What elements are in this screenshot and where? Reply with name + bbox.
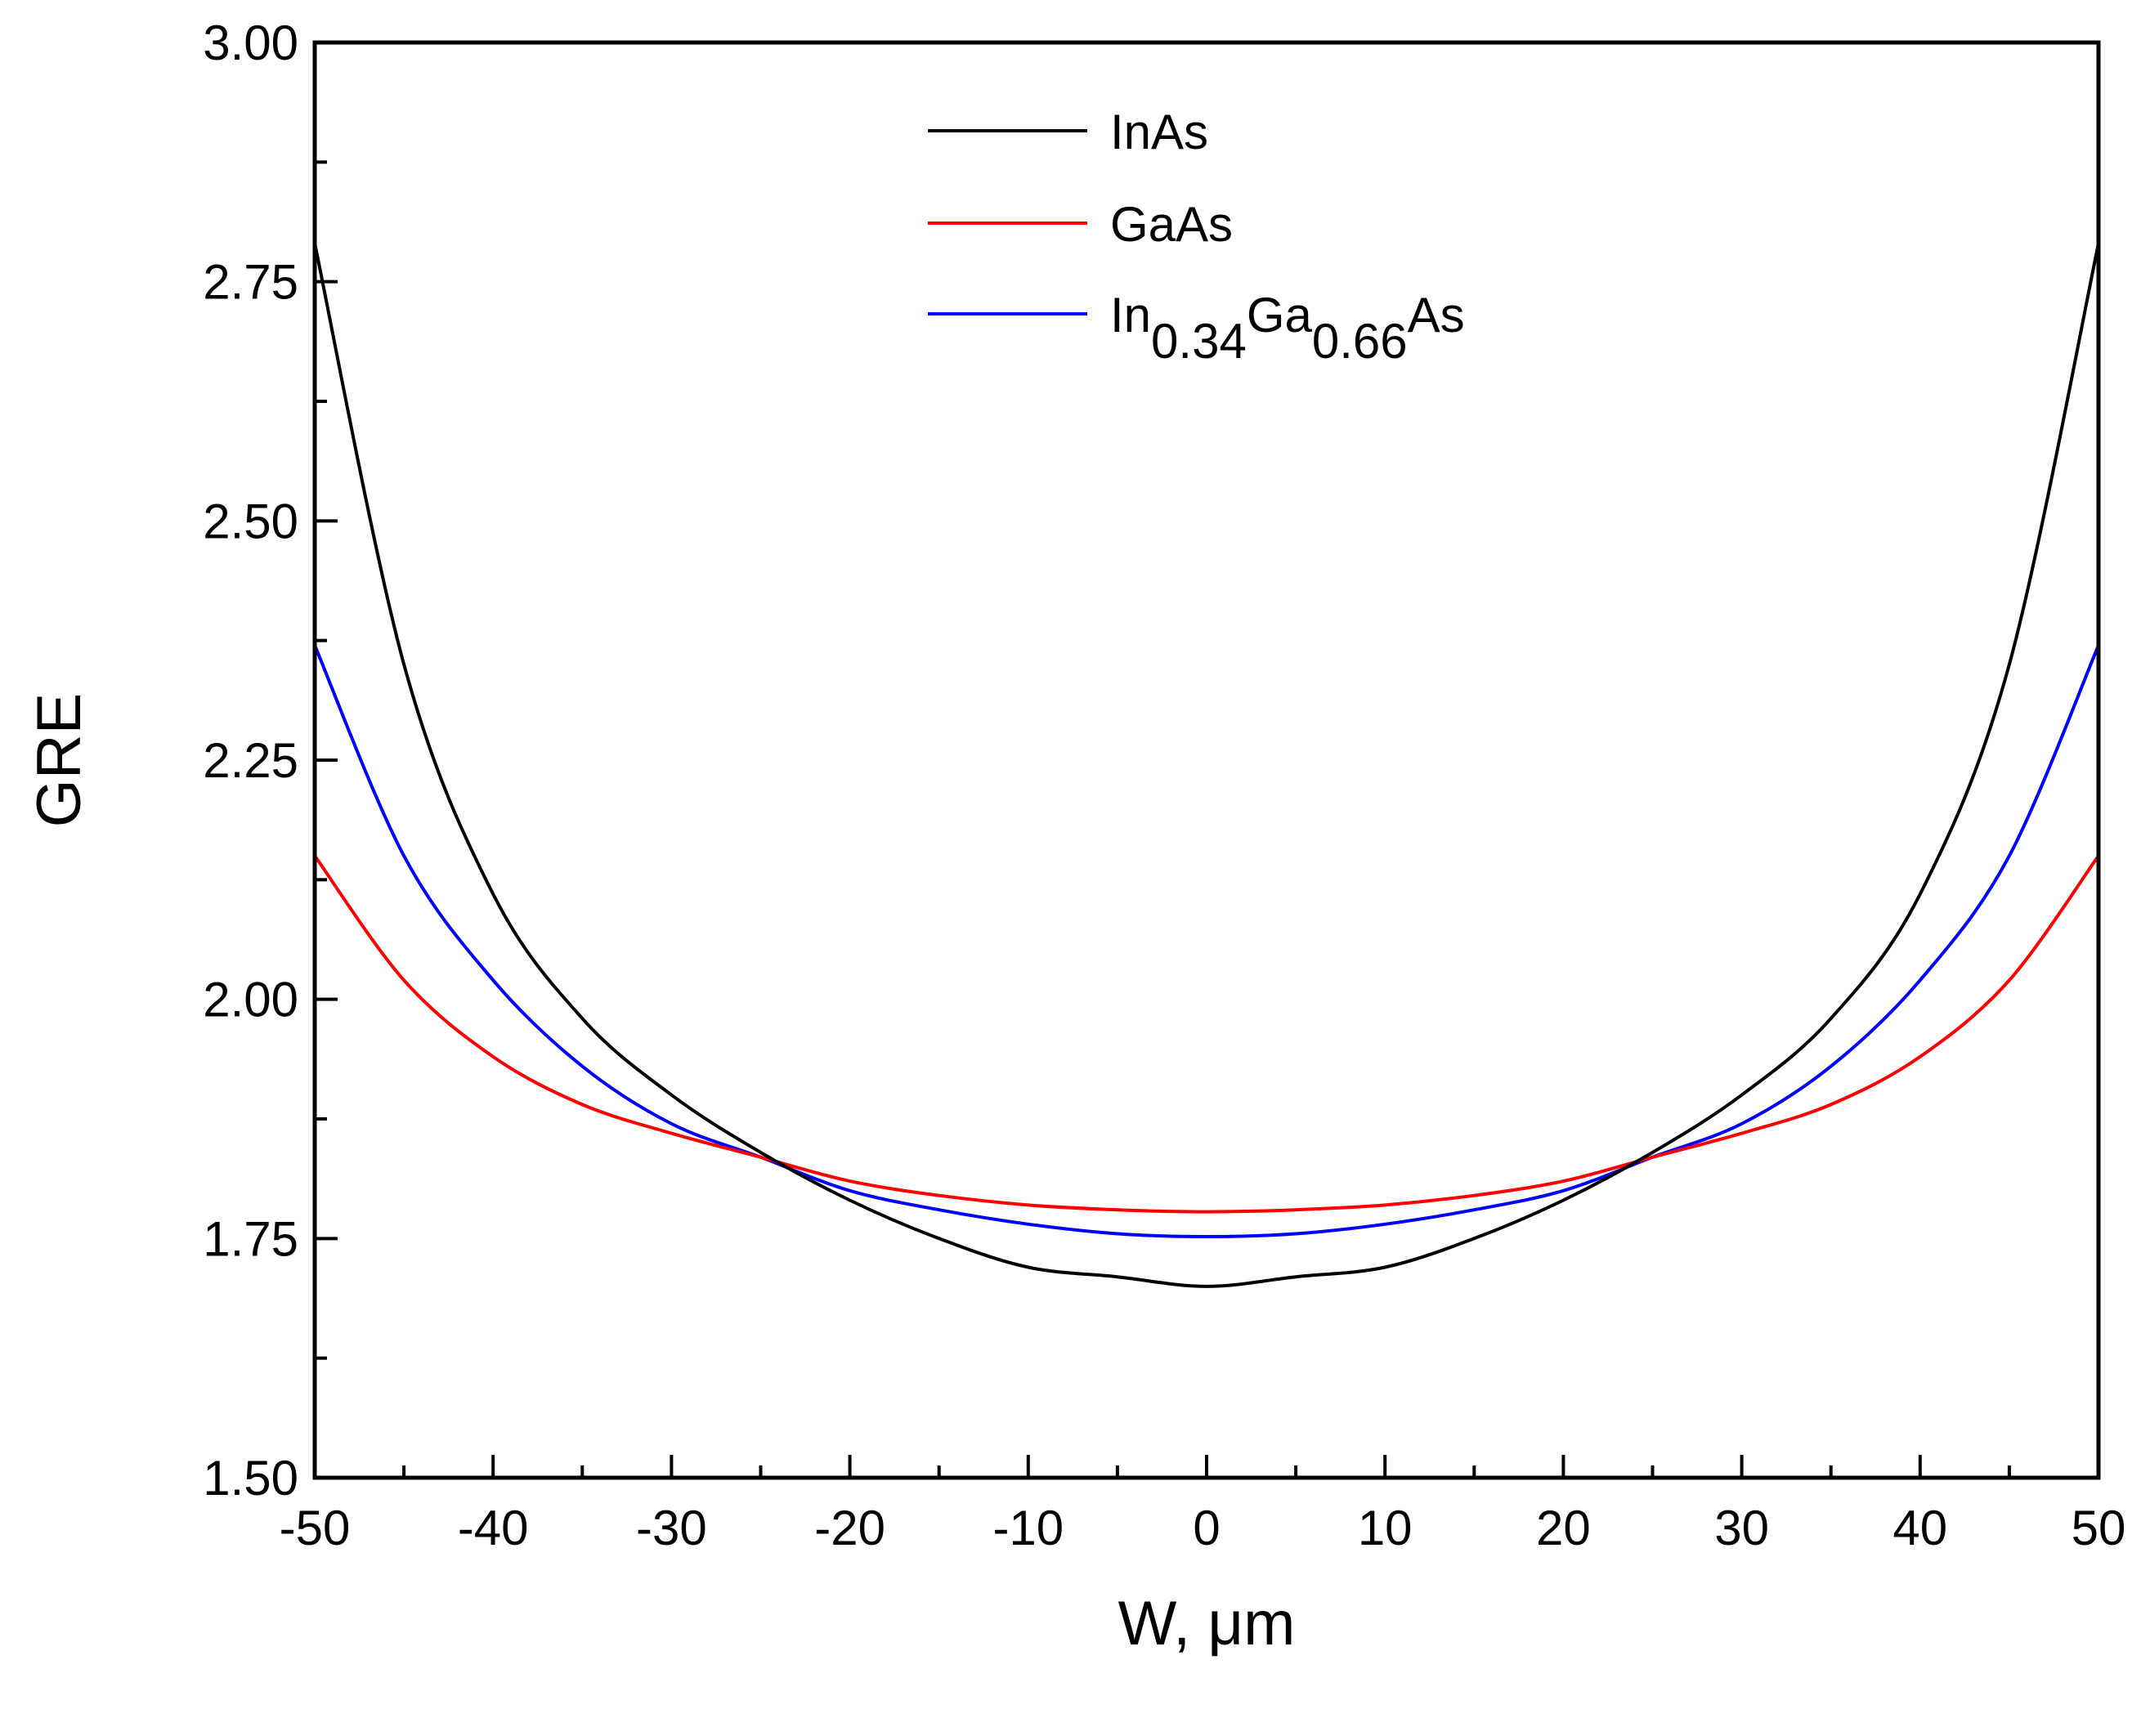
x-tick-label: 40 [1892,1501,1947,1555]
x-tick-label: -30 [636,1501,707,1555]
x-axis-ticks: -50 -40 -30 -20 -10 0 10 20 30 40 50 [280,1455,2126,1555]
y-tick-label: 1.75 [203,1211,298,1266]
y-tick-label: 2.50 [203,494,298,548]
x-tick-label: 20 [1536,1501,1591,1555]
series-line-gaas [315,854,2098,1214]
plot-frame [312,40,2101,1480]
legend: InAs GaAs In0.34Ga0.66As [928,105,1465,369]
legend-label-ingaas: In0.34Ga0.66As [1110,288,1465,369]
legend-label-gaas: GaAs [1110,197,1233,252]
legend-ingaas-ga: Ga [1247,288,1313,342]
legend-ingaas-in: In [1110,288,1151,342]
x-tick-label: 30 [1714,1501,1769,1555]
y-axis-title: GRE [25,693,94,828]
x-tick-label: 10 [1358,1501,1413,1555]
legend-label-inas: InAs [1110,105,1208,159]
legend-ingaas-as: As [1408,288,1465,342]
legend-ingaas-sub2: 0.66 [1312,314,1408,369]
y-tick-label: 2.25 [203,733,298,788]
y-axis-ticks: 1.50 1.75 2.00 2.25 2.50 2.75 3.00 [203,16,338,1506]
x-tick-label: -20 [814,1501,885,1555]
series-line-inas [315,243,2098,1288]
y-tick-label: 2.00 [203,973,298,1027]
y-tick-label: 3.00 [203,16,298,70]
y-tick-label: 1.50 [203,1451,298,1506]
y-tick-label: 2.75 [203,255,298,310]
x-tick-label: 50 [2072,1501,2126,1555]
series-line-in0-34ga0-66as [315,644,2098,1238]
x-tick-label: 0 [1193,1501,1220,1555]
series-layer [315,243,2098,1288]
x-tick-label: -10 [992,1501,1064,1555]
x-axis-title: W, μm [1118,1589,1296,1658]
x-tick-label: -40 [458,1501,529,1555]
legend-ingaas-sub1: 0.34 [1151,314,1247,369]
x-tick-label: -50 [280,1501,351,1555]
